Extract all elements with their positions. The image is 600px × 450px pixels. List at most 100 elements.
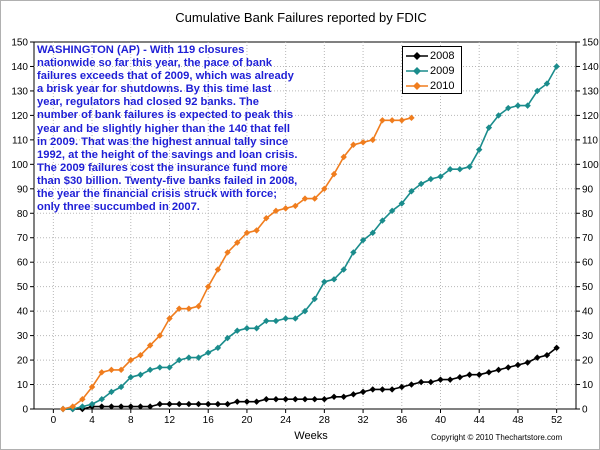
data-point-2009: [137, 371, 144, 378]
data-point-2010: [243, 229, 251, 237]
data-point-2010: [234, 239, 241, 246]
legend-swatch-2009: [406, 67, 428, 75]
y-tick-label-right: 60: [582, 258, 594, 269]
data-point-2009: [195, 354, 202, 361]
data-point-2010: [263, 214, 270, 222]
data-point-2010: [292, 202, 299, 210]
data-point-2008: [321, 396, 328, 403]
data-point-2009: [243, 325, 251, 332]
data-point-2009: [379, 217, 386, 224]
data-point-2008: [359, 388, 367, 396]
data-point-2009: [466, 163, 473, 170]
legend-entry-2009: 2009: [405, 64, 461, 78]
data-point-2009: [330, 276, 338, 283]
data-point-2009: [408, 188, 415, 195]
legend-label-2008: 2008: [430, 50, 455, 62]
data-point-2008: [243, 398, 251, 405]
x-tick-label: 32: [358, 415, 370, 426]
data-point-2008: [146, 403, 154, 410]
data-point-2009: [88, 400, 96, 408]
data-point-2010: [137, 351, 144, 359]
news-annotation: WASHINGTON (AP) - With 119 closures nati…: [37, 44, 298, 214]
data-point-2008: [127, 403, 134, 410]
data-point-2010: [388, 117, 396, 124]
data-point-2009: [301, 307, 309, 315]
data-point-2008: [263, 396, 270, 403]
data-point-2009: [321, 278, 328, 285]
data-point-2009: [214, 344, 222, 352]
data-point-2008: [272, 396, 280, 403]
y-tick-label-right: 40: [582, 307, 594, 318]
data-point-2009: [282, 315, 289, 322]
y-tick-label-left: 120: [11, 111, 28, 122]
legend: 2008 2009 2010: [402, 46, 462, 94]
y-tick-label-left: 60: [17, 258, 29, 269]
y-tick-label-left: 0: [22, 405, 28, 416]
data-point-2010: [98, 369, 105, 376]
data-point-2010: [311, 195, 318, 202]
data-point-2008: [156, 400, 164, 408]
data-point-2009: [166, 364, 173, 371]
data-point-2010: [205, 283, 212, 290]
y-tick-label-left: 130: [11, 86, 28, 97]
data-point-2009: [79, 403, 86, 410]
data-point-2010: [185, 305, 193, 312]
x-tick-label: 4: [89, 415, 95, 426]
data-point-2008: [234, 398, 241, 405]
copyright-text: Copyright © 2010 Thechartstore.com: [431, 433, 563, 442]
data-point-2010: [282, 205, 289, 212]
data-point-2008: [166, 400, 173, 408]
data-point-2008: [369, 386, 376, 393]
data-point-2008: [427, 378, 435, 386]
data-point-2008: [553, 344, 560, 352]
data-point-2008: [417, 378, 425, 386]
data-point-2010: [408, 114, 415, 122]
data-point-2008: [398, 383, 405, 391]
data-point-2008: [534, 354, 541, 361]
data-point-2010: [175, 305, 183, 312]
data-point-2009: [495, 112, 502, 119]
y-tick-label-right: 50: [582, 282, 594, 293]
data-point-2010: [379, 117, 386, 124]
y-tick-label-right: 10: [582, 380, 594, 391]
data-point-2009: [505, 104, 512, 112]
data-point-2009: [234, 327, 241, 334]
data-point-2009: [175, 356, 183, 364]
data-point-2008: [485, 369, 493, 376]
x-tick-label: 20: [241, 415, 253, 426]
data-point-2009: [388, 207, 396, 215]
data-point-2010: [146, 342, 154, 349]
x-axis-label: Weeks: [294, 430, 328, 442]
data-point-2009: [446, 166, 454, 173]
grid-lines: [34, 42, 576, 409]
data-point-2008: [330, 393, 338, 400]
legend-label-2009: 2009: [430, 65, 455, 77]
data-point-2008: [292, 396, 299, 403]
data-point-2009: [359, 236, 367, 244]
series-layer: [59, 63, 560, 413]
data-point-2010: [398, 117, 405, 124]
data-point-2008: [117, 403, 125, 410]
data-point-2010: [340, 153, 347, 161]
y-tick-label-right: 0: [582, 405, 588, 416]
series-line-2009: [63, 66, 558, 410]
data-point-2010: [195, 303, 202, 310]
data-point-2009: [253, 325, 260, 332]
y-tick-label-left: 90: [17, 184, 29, 195]
data-point-2008: [137, 403, 144, 410]
y-tick-label-left: 80: [17, 209, 29, 220]
data-point-2008: [301, 396, 309, 403]
data-point-2008: [543, 351, 551, 359]
data-point-2010: [301, 195, 309, 202]
y-tick-label-right: 120: [582, 111, 599, 122]
data-point-2010: [79, 396, 86, 403]
data-point-2009: [524, 102, 531, 109]
data-point-2010: [359, 139, 367, 146]
x-tick-label: 12: [164, 415, 176, 426]
chart-title: Cumulative Bank Failures reported by FDI…: [175, 10, 427, 25]
data-point-2010: [350, 141, 357, 148]
x-tick-label: 40: [435, 415, 447, 426]
